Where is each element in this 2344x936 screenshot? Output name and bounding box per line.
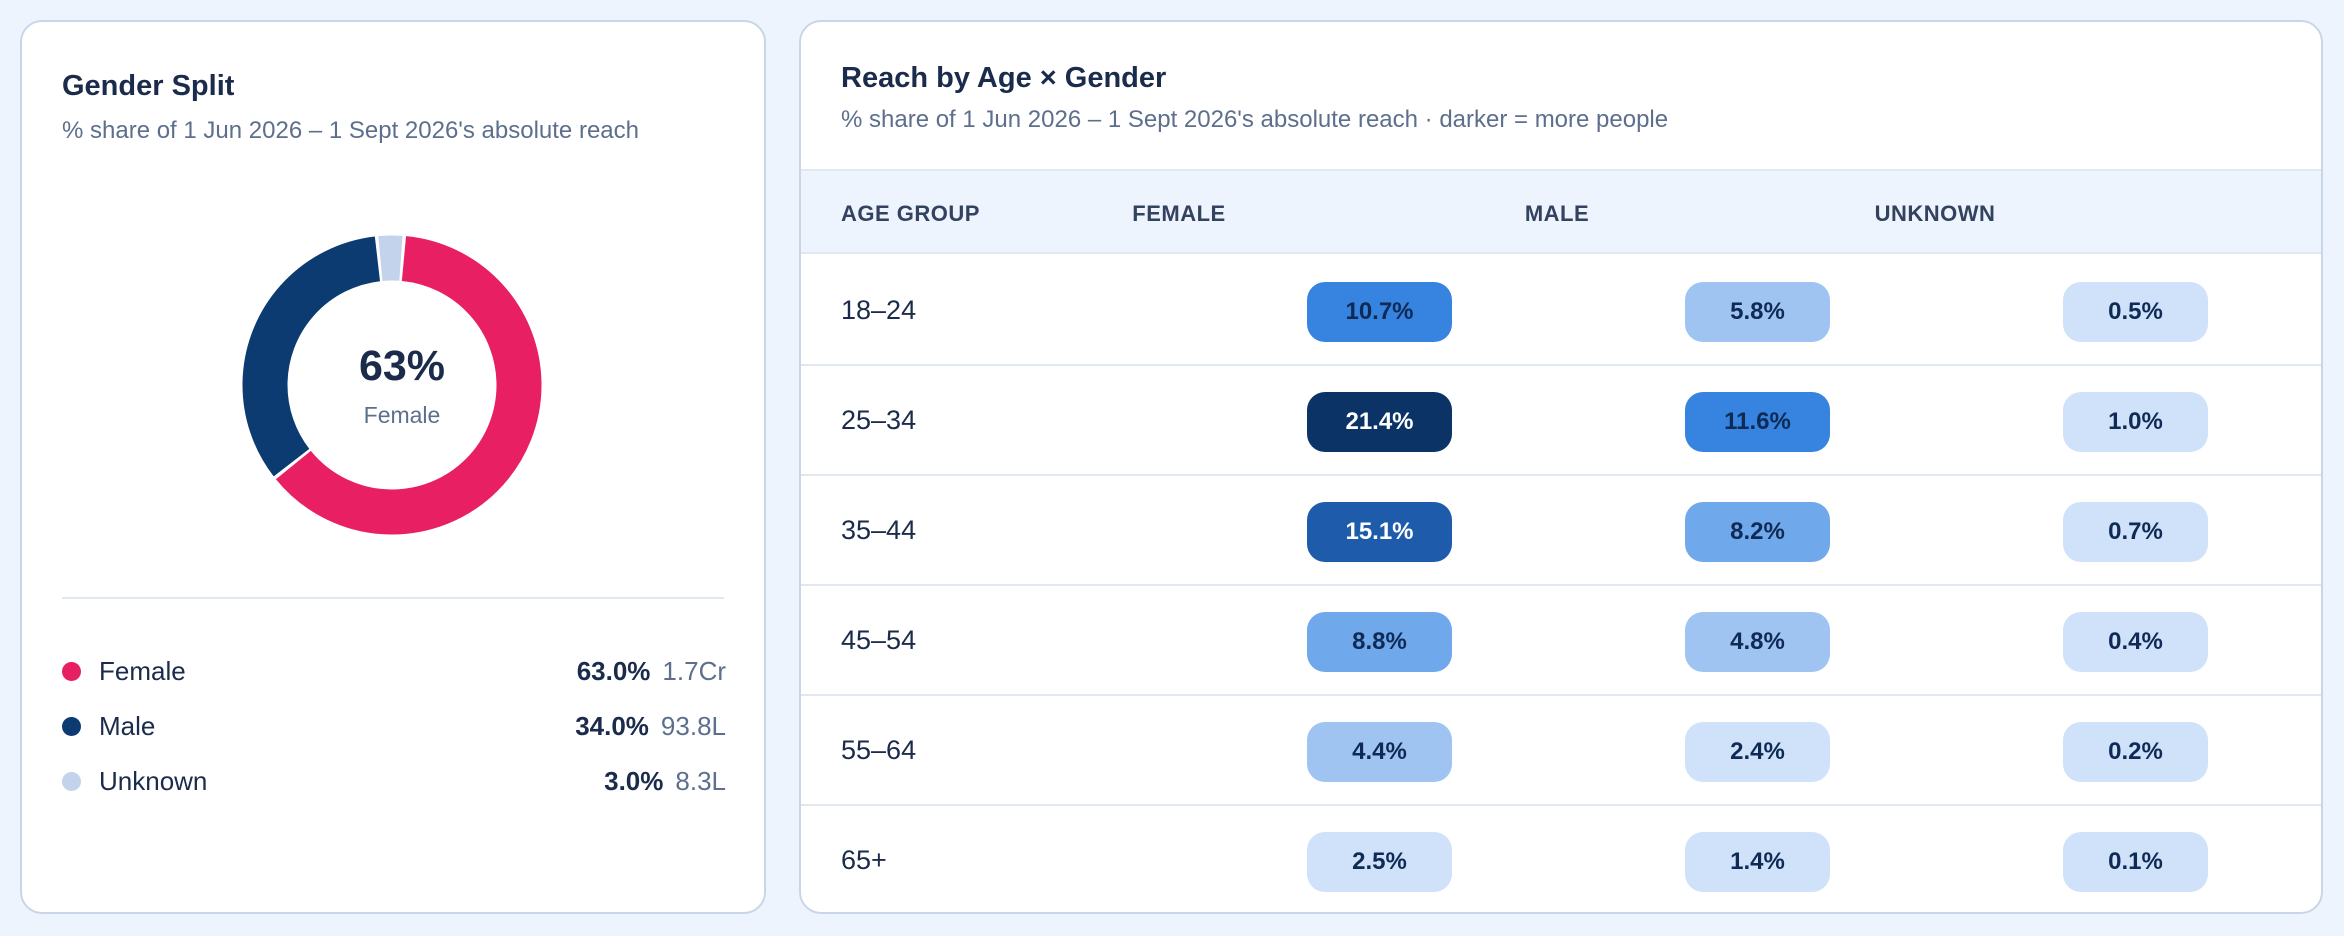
table-header-row: AGE GROUP FEMALE MALE UNKNOWN bbox=[801, 169, 2321, 254]
age-group-cell: 65+ bbox=[841, 845, 887, 875]
table-row: 55–64 4.4% 2.4% 0.2% bbox=[801, 696, 2321, 806]
donut-center-value: 63% bbox=[358, 342, 446, 390]
age-group-cell: 55–64 bbox=[841, 735, 917, 765]
table-row: 18–24 10.7% 5.8% 0.5% bbox=[801, 256, 2321, 366]
age-group-cell: 35–44 bbox=[841, 515, 917, 545]
male-share-cell: 8.2% bbox=[1685, 502, 1830, 562]
male-share-cell: 1.4% bbox=[1685, 832, 1830, 892]
gender-split-title: Gender Split bbox=[62, 70, 235, 102]
unknown-share-cell: 0.1% bbox=[2063, 832, 2208, 892]
legend-item-male[interactable]: Male 34.0% 93.8L bbox=[62, 699, 726, 754]
donut-center-label: Female bbox=[363, 402, 441, 428]
female-dot-icon bbox=[62, 662, 81, 681]
female-share-cell: 21.4% bbox=[1307, 392, 1452, 452]
legend-name: Female bbox=[99, 656, 186, 686]
male-share-cell: 5.8% bbox=[1685, 282, 1830, 342]
age-group-cell: 25–34 bbox=[841, 405, 917, 435]
legend-pct: 63.0% bbox=[576, 656, 651, 686]
reach-by-age-gender-card: Reach by Age × Gender % share of 1 Jun 2… bbox=[799, 20, 2323, 914]
unknown-share-cell: 0.5% bbox=[2063, 282, 2208, 342]
gender-donut-chart: 63% Female bbox=[242, 212, 562, 552]
unknown-share-cell: 0.2% bbox=[2063, 722, 2208, 782]
table-row: 25–34 21.4% 11.6% 1.0% bbox=[801, 366, 2321, 476]
legend-pct: 3.0% bbox=[604, 766, 664, 796]
male-share-cell: 11.6% bbox=[1685, 392, 1830, 452]
age-group-cell: 45–54 bbox=[841, 625, 917, 655]
legend-divider bbox=[62, 597, 724, 599]
legend-abs: 8.3L bbox=[675, 766, 726, 796]
gender-legend: Female 63.0% 1.7Cr Male 34.0% 93.8L Unkn… bbox=[62, 644, 726, 809]
donut-segment-female[interactable] bbox=[242, 235, 542, 535]
male-dot-icon bbox=[62, 717, 81, 736]
male-share-cell: 4.8% bbox=[1685, 612, 1830, 672]
reach-table-title: Reach by Age × Gender bbox=[841, 62, 1167, 94]
unknown-dot-icon bbox=[62, 772, 81, 791]
legend-name: Male bbox=[99, 711, 156, 741]
female-share-cell: 4.4% bbox=[1307, 722, 1452, 782]
table-row: 65+ 2.5% 1.4% 0.1% bbox=[801, 806, 2321, 912]
female-share-cell: 15.1% bbox=[1307, 502, 1452, 562]
unknown-share-cell: 0.7% bbox=[2063, 502, 2208, 562]
gender-split-subtitle: % share of 1 Jun 2026 – 1 Sept 2026's ab… bbox=[62, 117, 639, 144]
male-share-cell: 2.4% bbox=[1685, 722, 1830, 782]
female-share-cell: 8.8% bbox=[1307, 612, 1452, 672]
table-body: 18–24 10.7% 5.8% 0.5% 25–34 21.4% 11.6% … bbox=[801, 256, 2321, 912]
female-share-cell: 10.7% bbox=[1307, 282, 1452, 342]
unknown-share-cell: 1.0% bbox=[2063, 392, 2208, 452]
donut-segment-male[interactable] bbox=[242, 235, 542, 535]
gender-split-card: Gender Split % share of 1 Jun 2026 – 1 S… bbox=[20, 20, 766, 914]
legend-item-female[interactable]: Female 63.0% 1.7Cr bbox=[62, 644, 726, 699]
header-age-group: AGE GROUP bbox=[841, 201, 980, 226]
legend-item-unknown[interactable]: Unknown 3.0% 8.3L bbox=[62, 754, 726, 809]
gender-donut-svg bbox=[242, 235, 542, 535]
female-share-cell: 2.5% bbox=[1307, 832, 1452, 892]
header-unknown: UNKNOWN bbox=[1874, 201, 1996, 226]
age-group-cell: 18–24 bbox=[841, 295, 917, 325]
reach-table-subtitle: % share of 1 Jun 2026 – 1 Sept 2026's ab… bbox=[841, 106, 1669, 133]
header-male: MALE bbox=[1524, 201, 1590, 226]
legend-abs: 93.8L bbox=[660, 711, 726, 741]
table-row: 35–44 15.1% 8.2% 0.7% bbox=[801, 476, 2321, 586]
legend-pct: 34.0% bbox=[575, 711, 649, 741]
legend-name: Unknown bbox=[99, 766, 208, 796]
donut-segment-unknown[interactable] bbox=[242, 235, 542, 535]
legend-abs: 1.7Cr bbox=[662, 656, 726, 686]
unknown-share-cell: 0.4% bbox=[2063, 612, 2208, 672]
header-female: FEMALE bbox=[1132, 201, 1226, 226]
table-row: 45–54 8.8% 4.8% 0.4% bbox=[801, 586, 2321, 696]
